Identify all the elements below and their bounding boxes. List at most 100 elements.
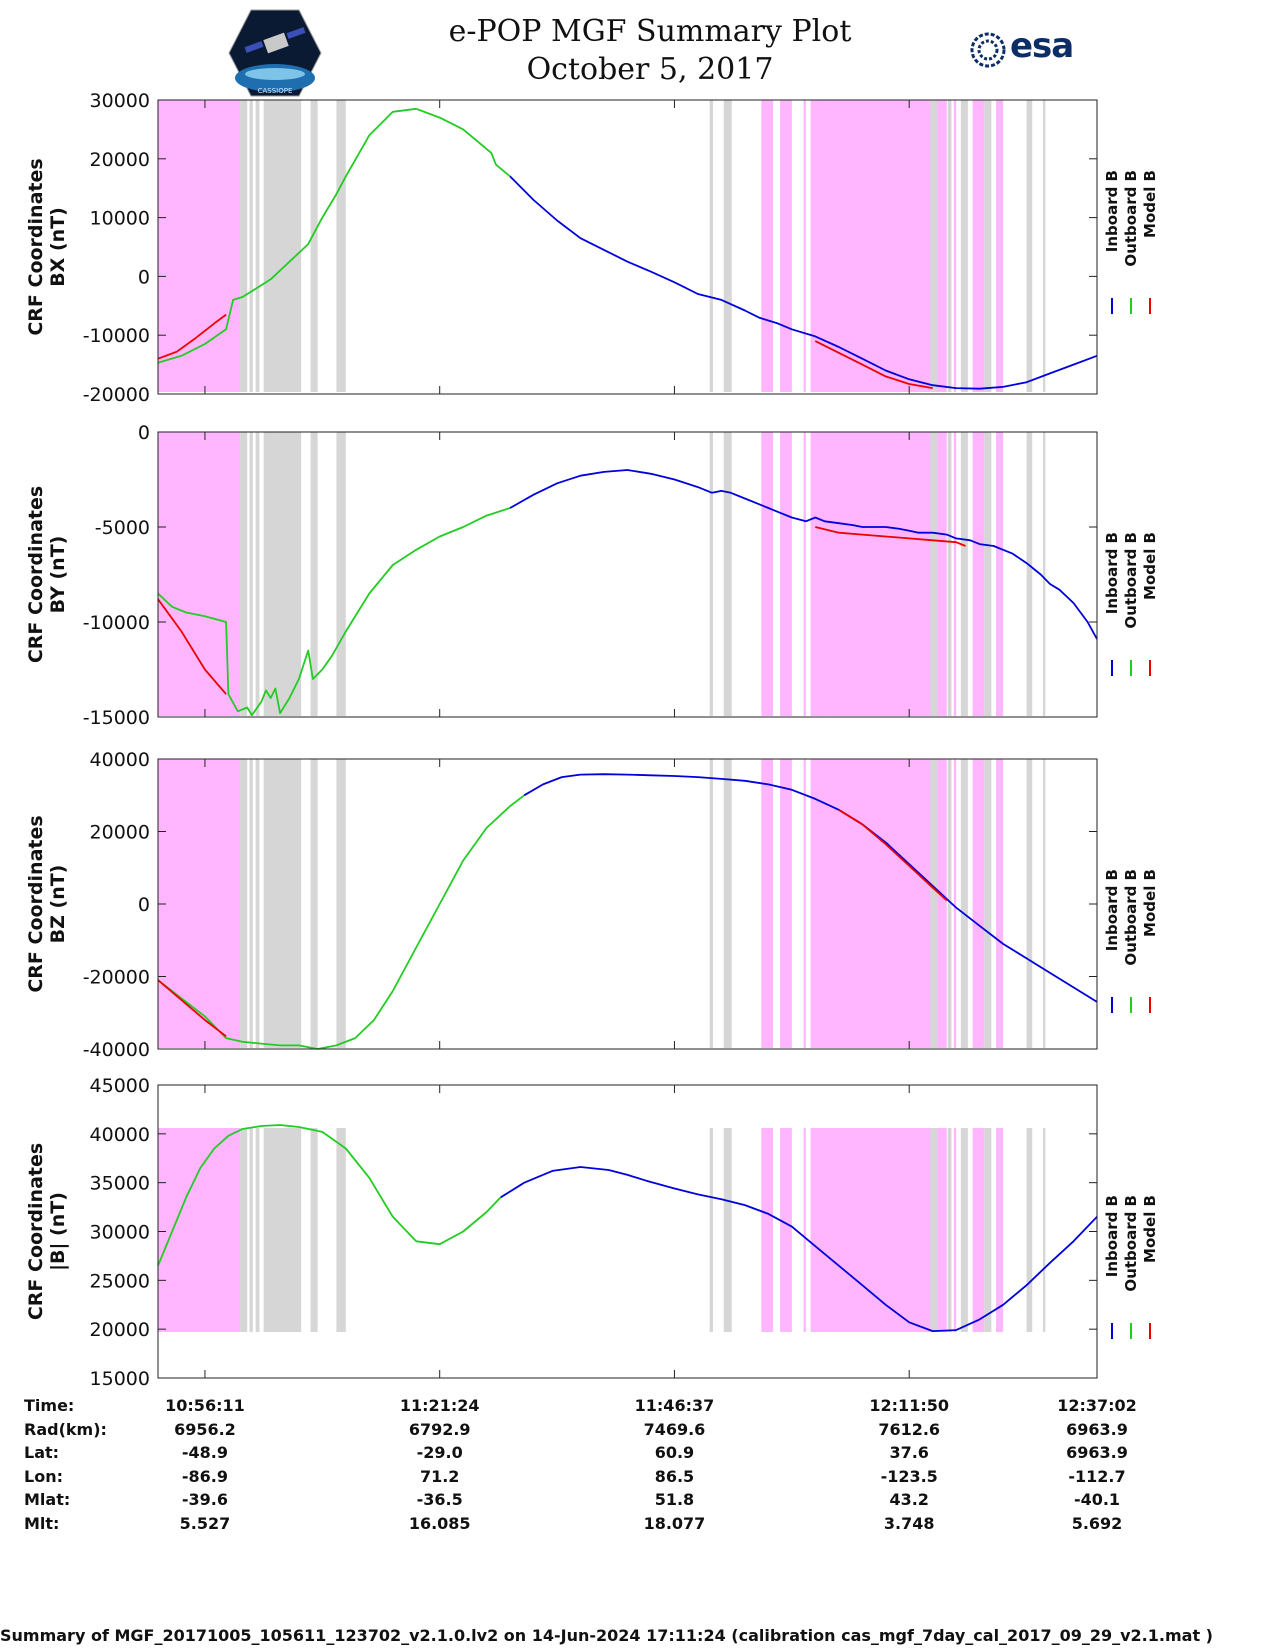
grey-band [249,1128,253,1332]
grey-band [1043,100,1046,392]
magenta-band [766,432,769,716]
info-cell: 3.748 [883,1514,935,1533]
magenta-band [766,1128,769,1332]
magenta-band [953,100,957,392]
grey-band [255,432,260,716]
y-axis-label: CRF CoordinatesBZ (nT) [25,815,69,992]
magenta-band [780,100,792,392]
magenta-band [996,100,1004,392]
grey-band [273,759,302,1048]
grey-band [984,1128,992,1332]
magenta-band [927,432,931,716]
magenta-band [972,759,985,1048]
y-axis-label-line1: CRF Coordinates [25,1143,47,1320]
footer-summary: Summary of MGF_20171005_105611_123702_v2… [0,1626,1213,1645]
y-tick-label: 0 [138,422,150,444]
grey-band [723,432,732,716]
plot-frame [157,431,1098,718]
info-cell: 37.6 [889,1443,929,1462]
grey-band [240,759,248,1048]
grey-band [723,1128,732,1332]
cassiope-logo-text: CASSIOPE [258,87,293,95]
info-row-label: Rad(km): [24,1420,107,1439]
y-tick-label: -10000 [83,612,150,634]
grey-band [240,432,248,716]
grey-band [255,100,260,392]
info-row-label: Mlat: [24,1490,71,1509]
cassiope-logo: CASSIOPE [227,8,323,98]
info-cell: -48.9 [181,1443,228,1462]
y-tick-label: 10000 [90,208,150,230]
grey-band [336,100,346,392]
legend-label-model: Model B [1141,1195,1159,1263]
magenta-band [810,432,828,716]
grey-band [1043,432,1046,716]
info-cell: -36.5 [416,1490,463,1509]
plot-panel-4: 15000 20000 25000 30000 35000 40000 45000 CRF C… [25,1075,1159,1390]
info-cell: 12:11:50 [869,1396,949,1415]
info-row-label: Time: [24,1396,75,1415]
info-cell: 51.8 [654,1490,695,1509]
magenta-band [827,1128,947,1332]
magenta-band [158,1128,241,1332]
magenta-band [827,432,947,716]
info-cell: 7469.6 [643,1420,706,1439]
legend-label-model: Model B [1141,170,1159,238]
grey-band [263,432,274,716]
magenta-band [996,1128,1004,1332]
legend-label-inboard: Inboard B [1103,170,1121,252]
grey-band [255,1128,260,1332]
grey-band [960,100,968,392]
magenta-band [810,100,828,392]
info-cell: 86.5 [654,1467,695,1486]
page-date: October 5, 2017 [526,52,774,87]
legend-label-model: Model B [1141,532,1159,600]
grey-band [930,759,938,1048]
info-cell: -40.1 [1073,1490,1121,1509]
magenta-band [803,1128,806,1332]
series-line-outboard-b [157,507,511,716]
y-tick-label: 35000 [90,1173,150,1195]
magenta-band [953,759,957,1048]
y-tick-label: 25000 [90,1270,150,1292]
y-tick-label: 0 [138,894,150,916]
legend-label-model: Model B [1141,869,1159,937]
magenta-band [780,1128,792,1332]
grey-band [960,432,968,716]
series-line-inboard-b [509,469,1098,640]
magenta-band [996,759,1004,1048]
grey-band [960,759,968,1048]
legend-label-inboard: Inboard B [1103,532,1121,614]
info-cell: 12:37:02 [1057,1396,1137,1415]
magenta-band [927,100,931,392]
legend-label-outboard: Outboard B [1122,869,1140,966]
info-cell: -112.7 [1068,1467,1126,1486]
y-tick-label: -40000 [83,1039,150,1061]
info-cell: 60.9 [654,1443,695,1462]
info-cell: 5.692 [1071,1514,1123,1533]
info-cell: 11:46:37 [634,1396,715,1415]
magenta-band [827,759,947,1048]
series-line-outboard-b [157,107,417,364]
grey-band [310,759,318,1048]
legend-label-outboard: Outboard B [1122,1195,1140,1292]
info-cell: 6792.9 [408,1420,471,1439]
y-axis-label-line1: CRF Coordinates [25,158,47,335]
info-row-label: Mlt: [24,1514,60,1533]
legend-label-outboard: Outboard B [1122,532,1140,629]
series-line-inboard-b [523,773,1098,1003]
grey-band [310,1128,318,1332]
page-title: e-POP MGF Summary Plot [448,14,852,49]
grey-band [310,100,318,392]
grey-band [240,100,248,392]
magenta-band [158,432,241,716]
info-cell: -86.9 [181,1467,228,1486]
grey-band [263,1128,274,1332]
y-tick-label: 30000 [90,90,150,112]
grey-band [709,1128,713,1332]
y-tick-label: -5000 [95,517,150,539]
magenta-band [927,759,931,1048]
grey-band [255,759,260,1048]
info-cell: 6963.9 [1066,1443,1128,1462]
